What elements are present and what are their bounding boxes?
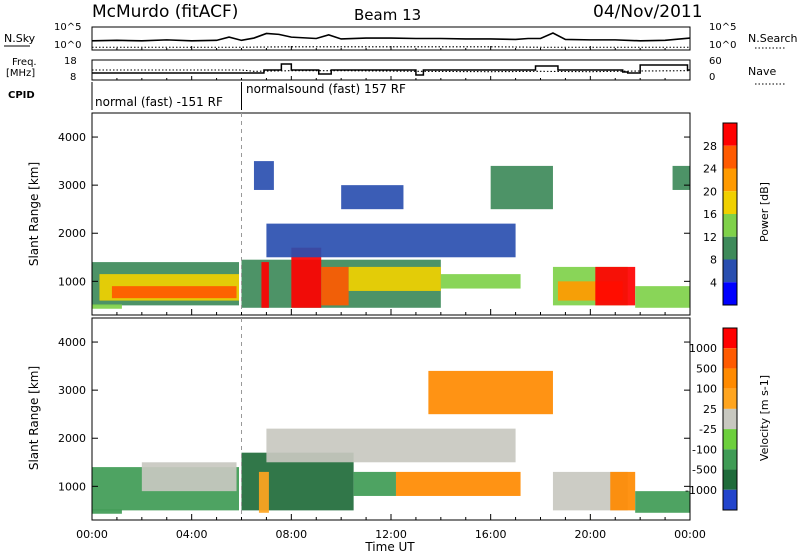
- velocity-colorbar-tick-6: -500: [692, 464, 717, 477]
- power-region-11: [341, 185, 403, 209]
- nave-tick-top: 60: [709, 56, 722, 67]
- nsearch-tick-top: 10^5: [709, 22, 736, 33]
- velocity-colorbar-tick-2: 100: [696, 383, 717, 396]
- velocity-region-1: [142, 462, 237, 491]
- x-tick-label-2: 08:00: [275, 528, 307, 541]
- power-region-16: [595, 267, 635, 305]
- cpid-segment-1: normal (fast) -151 RF: [95, 95, 223, 109]
- velocity-region-4: [259, 472, 269, 513]
- power-ytick-label-3: 4000: [58, 131, 86, 144]
- power-colorbar-label: Power [dB]: [758, 182, 771, 242]
- velocity-colorbar-tick-7: -1000: [685, 484, 717, 497]
- velocity-colorbar-cell-0: [723, 328, 737, 348]
- power-ytick-label-2: 3000: [58, 179, 86, 192]
- velocity-colorbar-cell-1: [723, 348, 737, 368]
- noise-series-0: [92, 33, 690, 41]
- power-colorbar-cell-2: [723, 169, 737, 192]
- power-colorbar-cell-3: [723, 191, 737, 214]
- velocity-colorbar-cell-6: [723, 449, 737, 469]
- nsky-label: N.Sky: [4, 32, 36, 45]
- beam-title: Beam 13: [354, 6, 421, 24]
- velocity-region-6: [396, 472, 521, 496]
- power-region-8: [349, 267, 441, 291]
- velocity-y-label: Slant Range [km]: [27, 366, 41, 470]
- power-colorbar-tick-3: 16: [703, 208, 717, 221]
- velocity-colorbar-label: Velocity [m s-1]: [758, 375, 771, 461]
- power-colorbar-cell-5: [723, 237, 737, 260]
- velocity-regions: [92, 371, 690, 514]
- power-colorbar-cell-0: [723, 123, 737, 146]
- velocity-colorbar-tick-4: -25: [699, 423, 717, 436]
- velocity-region-8: [428, 371, 553, 414]
- velocity-colorbar-tick-1: 500: [696, 362, 717, 375]
- power-y-label: Slant Range [km]: [27, 162, 41, 266]
- x-tick-label-3: 12:00: [375, 528, 407, 541]
- power-region-17: [635, 286, 690, 308]
- velocity-ytick-label-0: 1000: [58, 480, 86, 493]
- velocity-colorbar-cell-5: [723, 429, 737, 449]
- power-colorbar-cell-6: [723, 260, 737, 283]
- power-colorbar-tick-5: 24: [703, 163, 717, 176]
- velocity-region-2: [92, 509, 122, 513]
- power-colorbar-cell-4: [723, 214, 737, 237]
- cpid-segment-2: normalsound (fast) 157 RF: [246, 82, 406, 96]
- velocity-colorbar-tick-0: 1000: [689, 342, 717, 355]
- velocity-colorbar-tick-5: -100: [692, 443, 717, 456]
- nave-label: Nave: [748, 65, 776, 78]
- nave-tick-bottom: 0: [709, 72, 715, 83]
- nsearch-tick-bottom: 10^0: [709, 40, 736, 51]
- power-region-18: [673, 166, 690, 190]
- velocity-colorbar-cell-4: [723, 409, 737, 429]
- velocity-ytick-label-3: 4000: [58, 336, 86, 349]
- power-colorbar-tick-1: 8: [710, 254, 717, 267]
- power-colorbar-cell-7: [723, 282, 737, 305]
- x-tick-label-0: 00:00: [76, 528, 108, 541]
- velocity-ytick-label-2: 3000: [58, 384, 86, 397]
- power-colorbar-cell-1: [723, 146, 737, 169]
- velocity-region-11: [635, 491, 690, 513]
- power-region-5: [261, 262, 268, 308]
- x-axis-label: Time UT: [364, 540, 415, 554]
- velocity-ytick-label-1: 2000: [58, 432, 86, 445]
- power-colorbar-tick-2: 12: [703, 231, 717, 244]
- date-title: 04/Nov/2011: [593, 2, 703, 22]
- power-region-9: [441, 274, 521, 288]
- freq-label-line2: [MHz]: [6, 68, 35, 79]
- x-tick-label-5: 20:00: [574, 528, 606, 541]
- power-colorbar-tick-4: 20: [703, 185, 717, 198]
- x-tick-label-4: 16:00: [475, 528, 507, 541]
- freq-series: [92, 64, 690, 75]
- power-colorbar-tick-6: 28: [703, 140, 717, 153]
- x-tick-label-1: 04:00: [176, 528, 208, 541]
- power-colorbar-tick-0: 4: [710, 276, 717, 289]
- power-region-3: [92, 304, 122, 308]
- velocity-region-5: [354, 472, 396, 496]
- velocity-colorbar-tick-3: 25: [703, 403, 717, 416]
- freq-label-line1: Freq.: [12, 57, 37, 68]
- velocity-region-7: [266, 429, 515, 463]
- station-title: McMurdo (fitACF): [92, 2, 238, 22]
- freq-tick-top: 18: [64, 56, 77, 67]
- x-tick-label-6: 00:00: [674, 528, 706, 541]
- power-ytick-label-0: 1000: [58, 275, 86, 288]
- freq-tick-bottom: 8: [70, 72, 76, 83]
- power-region-2: [112, 286, 237, 298]
- velocity-colorbar-cell-7: [723, 470, 737, 490]
- nsky-tick-bottom: 10^0: [54, 40, 81, 51]
- power-regions: [92, 161, 690, 309]
- velocity-colorbar-cell-3: [723, 389, 737, 409]
- velocity-colorbar-cell-8: [723, 490, 737, 510]
- power-region-7: [321, 267, 348, 305]
- power-region-13: [491, 166, 553, 209]
- cpid-label: CPID: [8, 90, 35, 101]
- velocity-colorbar-cell-2: [723, 368, 737, 388]
- power-region-10: [266, 224, 515, 258]
- power-region-12: [254, 161, 274, 190]
- nsearch-label: N.Search: [748, 32, 798, 45]
- power-ytick-label-1: 2000: [58, 227, 86, 240]
- velocity-region-10: [610, 472, 635, 510]
- nsky-tick-top: 10^5: [54, 22, 81, 33]
